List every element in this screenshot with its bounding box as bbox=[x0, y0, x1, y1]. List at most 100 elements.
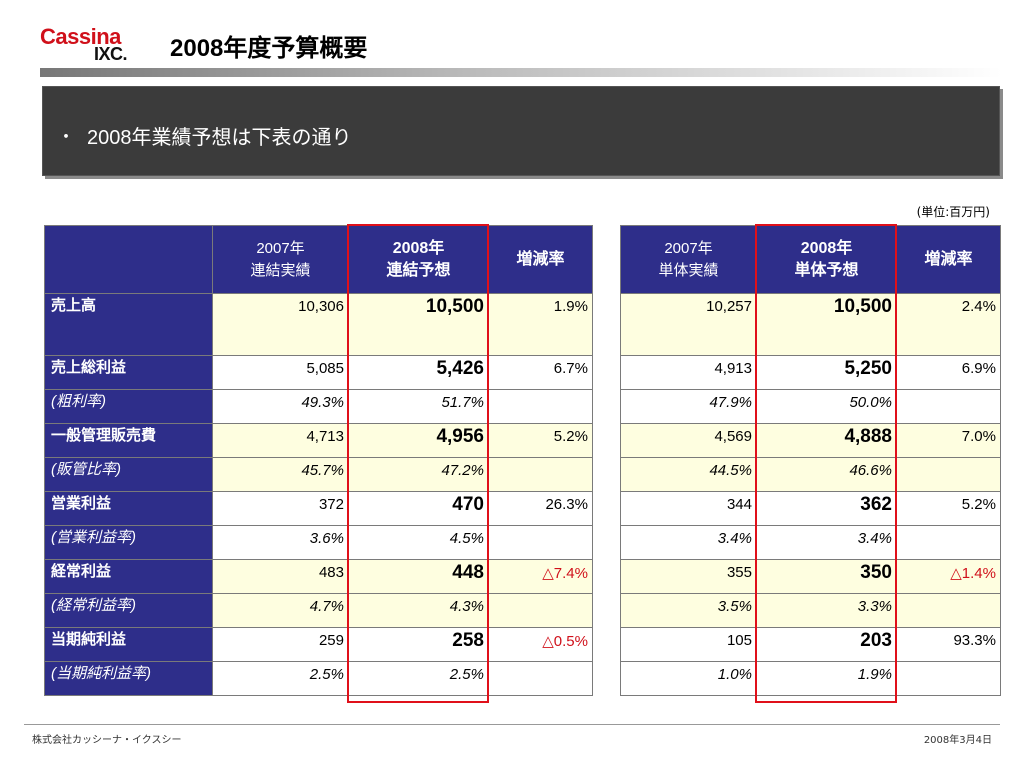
logo-text-main: Cassina bbox=[40, 24, 121, 49]
table-row: 47.9% 50.0% bbox=[620, 389, 1001, 424]
table-row: 当期純利益 259 258 △0.5% bbox=[44, 627, 593, 662]
company-logo: Cassina IXC. bbox=[40, 24, 140, 64]
cell-2007-actual: 4,569 bbox=[620, 423, 757, 458]
logo-text-sub: IXC. bbox=[94, 44, 128, 64]
row-label: (経常利益率) bbox=[44, 593, 213, 628]
unit-note: (単位:百万円) bbox=[916, 205, 990, 219]
row-label: 経常利益 bbox=[44, 559, 213, 594]
cell-2008-forecast: 1.9% bbox=[756, 661, 897, 696]
cell-2007-actual: 3.5% bbox=[620, 593, 757, 628]
cell-2008-forecast: 448 bbox=[348, 559, 489, 594]
cell-2007-actual: 47.9% bbox=[620, 389, 757, 424]
table-row: 344 362 5.2% bbox=[620, 491, 1001, 526]
row-label: 一般管理販売費 bbox=[44, 423, 213, 458]
header-corner bbox=[44, 225, 213, 294]
cell-change-rate: 6.9% bbox=[896, 355, 1001, 390]
cell-2008-forecast: 10,500 bbox=[348, 293, 489, 356]
header-2008-standalone: 2008年 単体予想 bbox=[756, 225, 897, 294]
row-label: (粗利率) bbox=[44, 389, 213, 424]
cell-change-rate: 5.2% bbox=[488, 423, 593, 458]
banner-text: 2008年業績予想は下表の通り bbox=[87, 127, 352, 149]
header-change-rate: 増減率 bbox=[896, 225, 1001, 294]
cell-2007-actual: 105 bbox=[620, 627, 757, 662]
cell-change-rate: 1.9% bbox=[488, 293, 593, 356]
cell-2008-forecast: 362 bbox=[756, 491, 897, 526]
cell-2007-actual: 45.7% bbox=[212, 457, 349, 492]
cell-change-rate bbox=[896, 457, 1001, 492]
cell-2007-actual: 372 bbox=[212, 491, 349, 526]
table-row: 44.5% 46.6% bbox=[620, 457, 1001, 492]
cell-change-rate: 5.2% bbox=[896, 491, 1001, 526]
table-header-row: 2007年 単体実績 2008年 単体予想 増減率 bbox=[620, 225, 1001, 294]
header-2008-consolidated: 2008年 連結予想 bbox=[348, 225, 489, 294]
header-change-rate: 増減率 bbox=[488, 225, 593, 294]
cell-2008-forecast: 258 bbox=[348, 627, 489, 662]
standalone-table: 2007年 単体実績 2008年 単体予想 増減率 10,257 10,500 2.4%… bbox=[620, 225, 1001, 696]
table-row: 105 203 93.3% bbox=[620, 627, 1001, 662]
cell-2008-forecast: 46.6% bbox=[756, 457, 897, 492]
cell-2007-actual: 10,257 bbox=[620, 293, 757, 356]
cell-change-rate bbox=[896, 661, 1001, 696]
cell-change-rate bbox=[488, 593, 593, 628]
row-label: (営業利益率) bbox=[44, 525, 213, 560]
cell-2007-actual: 344 bbox=[620, 491, 757, 526]
cell-2008-forecast: 4,956 bbox=[348, 423, 489, 458]
footer-company: 株式会社カッシーナ・イクスシー bbox=[32, 735, 182, 746]
row-label: (当期純利益率) bbox=[44, 661, 213, 696]
row-label: 売上高 bbox=[44, 293, 213, 356]
table-row: 3.4% 3.4% bbox=[620, 525, 1001, 560]
cell-change-rate: 93.3% bbox=[896, 627, 1001, 662]
cell-change-rate: △1.4% bbox=[896, 559, 1001, 594]
cell-2007-actual: 4,913 bbox=[620, 355, 757, 390]
cell-2007-actual: 10,306 bbox=[212, 293, 349, 356]
table-row: 10,257 10,500 2.4% bbox=[620, 293, 1001, 356]
table-row: 1.0% 1.9% bbox=[620, 661, 1001, 696]
cell-change-rate bbox=[488, 389, 593, 424]
cell-change-rate bbox=[896, 525, 1001, 560]
cell-change-rate bbox=[896, 593, 1001, 628]
table-row: 一般管理販売費 4,713 4,956 5.2% bbox=[44, 423, 593, 458]
cell-2008-forecast: 4.3% bbox=[348, 593, 489, 628]
table-row: 売上高 10,306 10,500 1.9% bbox=[44, 293, 593, 356]
footer-date: 2008年3月4日 bbox=[923, 735, 992, 746]
cell-2007-actual: 2.5% bbox=[212, 661, 349, 696]
cell-2008-forecast: 5,250 bbox=[756, 355, 897, 390]
cell-2008-forecast: 4,888 bbox=[756, 423, 897, 458]
table-row: 4,569 4,888 7.0% bbox=[620, 423, 1001, 458]
cell-2008-forecast: 4.5% bbox=[348, 525, 489, 560]
bullet-icon: ・ bbox=[57, 127, 75, 148]
page-title: 2008年度予算概要 bbox=[170, 35, 368, 62]
cell-2007-actual: 44.5% bbox=[620, 457, 757, 492]
cell-2008-forecast: 47.2% bbox=[348, 457, 489, 492]
cell-2007-actual: 4.7% bbox=[212, 593, 349, 628]
table-header-row: 2007年 連結実績 2008年 連結予想 増減率 bbox=[44, 225, 593, 294]
cell-2007-actual: 3.4% bbox=[620, 525, 757, 560]
cell-2008-forecast: 3.4% bbox=[756, 525, 897, 560]
cell-2008-forecast: 350 bbox=[756, 559, 897, 594]
cell-change-rate: 6.7% bbox=[488, 355, 593, 390]
table-row: (営業利益率) 3.6% 4.5% bbox=[44, 525, 593, 560]
cell-2007-actual: 355 bbox=[620, 559, 757, 594]
table-row: (経常利益率) 4.7% 4.3% bbox=[44, 593, 593, 628]
footer-divider bbox=[24, 724, 1000, 725]
cell-change-rate: 26.3% bbox=[488, 491, 593, 526]
cell-2008-forecast: 2.5% bbox=[348, 661, 489, 696]
cell-2008-forecast: 10,500 bbox=[756, 293, 897, 356]
cell-2007-actual: 49.3% bbox=[212, 389, 349, 424]
row-label: 売上総利益 bbox=[44, 355, 213, 390]
cell-change-rate bbox=[488, 525, 593, 560]
header-2007-standalone: 2007年 単体実績 bbox=[620, 225, 757, 294]
table-row: (粗利率) 49.3% 51.7% bbox=[44, 389, 593, 424]
row-label: 当期純利益 bbox=[44, 627, 213, 662]
cell-change-rate: 7.0% bbox=[896, 423, 1001, 458]
cell-change-rate bbox=[896, 389, 1001, 424]
cell-2008-forecast: 5,426 bbox=[348, 355, 489, 390]
table-row: 売上総利益 5,085 5,426 6.7% bbox=[44, 355, 593, 390]
cell-change-rate: △0.5% bbox=[488, 627, 593, 662]
cell-2008-forecast: 3.3% bbox=[756, 593, 897, 628]
header-divider bbox=[40, 68, 1002, 77]
table-row: 4,913 5,250 6.9% bbox=[620, 355, 1001, 390]
table-row: 営業利益 372 470 26.3% bbox=[44, 491, 593, 526]
table-row: (当期純利益率) 2.5% 2.5% bbox=[44, 661, 593, 696]
cell-2008-forecast: 50.0% bbox=[756, 389, 897, 424]
